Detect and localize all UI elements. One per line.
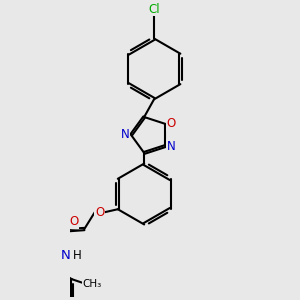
Text: N: N — [121, 128, 130, 142]
Text: N: N — [61, 249, 70, 262]
Text: O: O — [95, 206, 104, 219]
Text: O: O — [69, 215, 78, 228]
Text: CH₃: CH₃ — [82, 279, 102, 289]
Text: N: N — [167, 140, 175, 153]
Text: H: H — [73, 249, 82, 262]
Text: O: O — [166, 117, 176, 130]
Text: Cl: Cl — [148, 3, 160, 16]
